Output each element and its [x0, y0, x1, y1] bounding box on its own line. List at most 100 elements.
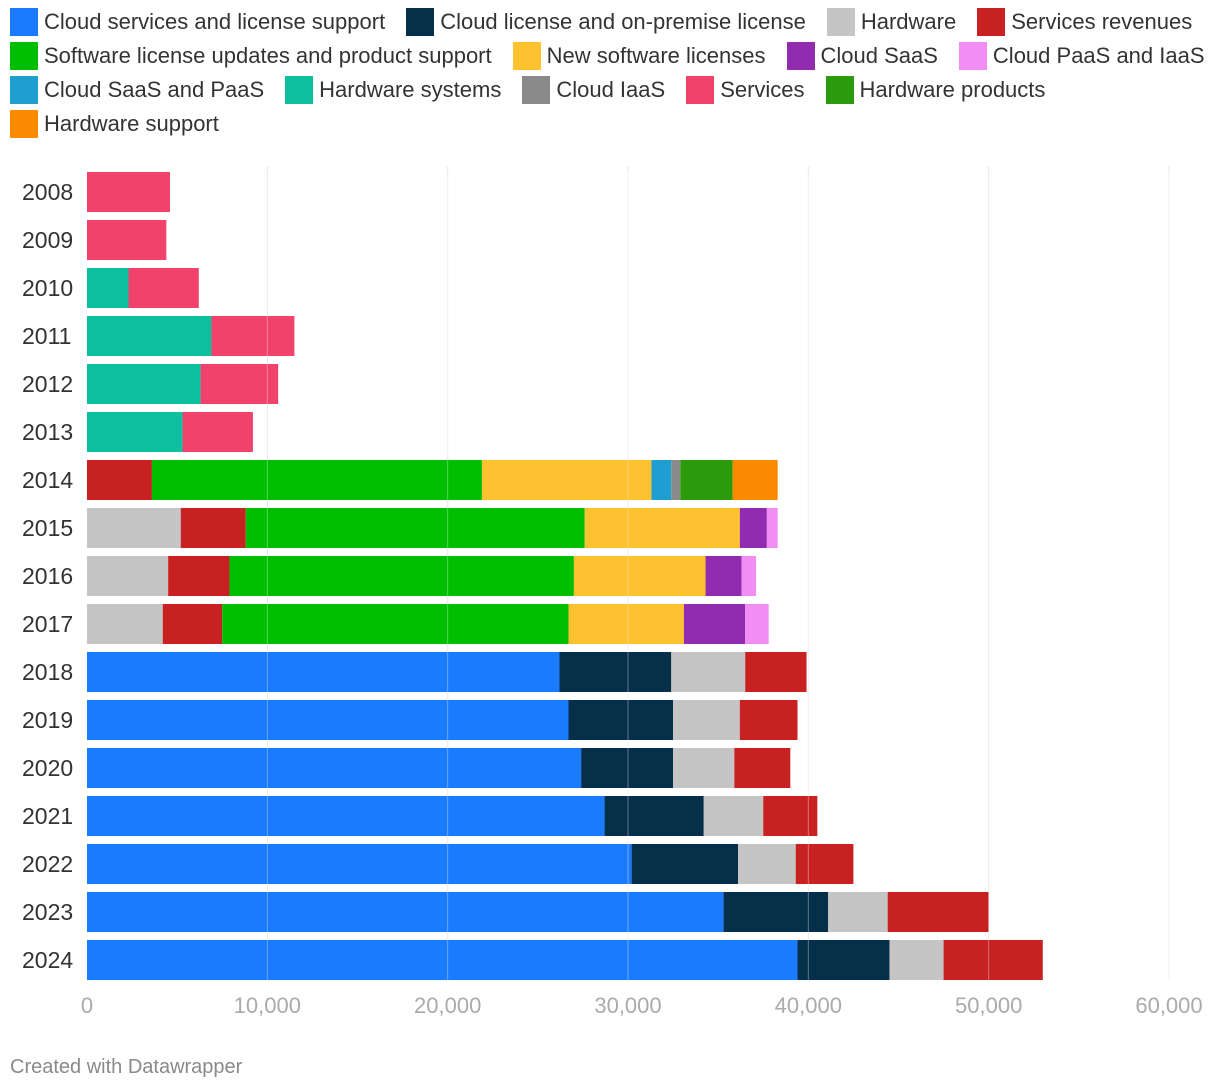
bar-segment-2016-services-revenues [168, 556, 230, 596]
bar-segment-2019-cloud-license-and-on-premise-license [568, 700, 674, 740]
legend-label: Cloud SaaS [820, 43, 938, 68]
legend-item-hardware-products: Hardware products [825, 76, 1045, 104]
x-tick-label: 50,000 [955, 993, 1022, 1018]
bar-segment-2022-hardware [738, 844, 796, 884]
category-label-2017: 2017 [22, 611, 73, 637]
legend-label: Hardware systems [319, 77, 502, 102]
bar-segment-2017-cloud-saas [683, 604, 746, 644]
legend-swatch [786, 42, 815, 70]
bar-segment-2022-cloud-license-and-on-premise-license [631, 844, 739, 884]
category-label-2015: 2015 [22, 515, 73, 541]
bar-segment-2020-cloud-services-and-license-support [87, 748, 582, 788]
legend-item-services-revenues: Services revenues [977, 8, 1192, 36]
legend-label: Hardware [860, 9, 957, 34]
legend-item-cloud-services-and-license-support: Cloud services and license support [10, 8, 385, 36]
x-tick-label: 10,000 [234, 993, 301, 1018]
bar-segment-2022-services-revenues [795, 844, 854, 884]
grid-overlay [266, 172, 1170, 980]
bar-segment-2017-hardware [87, 604, 163, 644]
legend-item-cloud-iaas: Cloud IaaS [522, 76, 665, 104]
legend-item-hardware-support: Hardware support [10, 110, 219, 138]
bar-segment-2014-hardware-support [732, 460, 778, 500]
bar-segment-2020-hardware [673, 748, 735, 788]
legend-label: Cloud SaaS and PaaS [44, 77, 265, 102]
category-label-2011: 2011 [22, 323, 71, 349]
bar-segment-2019-hardware [673, 700, 740, 740]
bar-segment-2013-hardware-systems [87, 412, 183, 452]
bar-segment-2024-hardware [889, 940, 944, 980]
legend-swatch [406, 8, 435, 36]
bar-segment-2024-cloud-services-and-license-support [87, 940, 798, 980]
bar-segment-2010-services [128, 268, 199, 308]
bar-segment-2017-services-revenues [162, 604, 223, 644]
category-label-2024: 2024 [22, 947, 73, 973]
legend-label: Hardware support [44, 111, 219, 136]
x-tick-label: 60,000 [1135, 993, 1202, 1018]
bar-segment-2023-hardware [828, 892, 888, 932]
legend-swatch [285, 76, 314, 104]
legend-item-new-software-licenses: New software licenses [512, 42, 766, 70]
bar-segment-2012-hardware-systems [87, 364, 201, 404]
category-label-2009: 2009 [22, 227, 73, 253]
bar-segment-2010-hardware-systems [87, 268, 129, 308]
bar-segment-2023-cloud-license-and-on-premise-license [723, 892, 829, 932]
bar-segment-2016-cloud-paas-and-iaas [741, 556, 757, 596]
bar-segment-2014-software-license-updates-and-product-support [151, 460, 482, 500]
bar-segment-2020-cloud-license-and-on-premise-license [581, 748, 674, 788]
bar-segment-2014-cloud-saas-and-paas [651, 460, 672, 500]
bar-segment-2023-cloud-services-and-license-support [87, 892, 724, 932]
bar-segment-2018-cloud-license-and-on-premise-license [559, 652, 672, 692]
bar-segment-2009-services [87, 220, 167, 260]
category-label-2019: 2019 [22, 707, 73, 733]
legend-swatch [10, 8, 38, 36]
legend-item-hardware-systems: Hardware systems [285, 76, 501, 104]
legend-item-services: Services [686, 76, 805, 104]
bar-segment-2021-cloud-services-and-license-support [87, 796, 605, 836]
legend-swatch [826, 8, 855, 36]
bar-segment-2015-hardware [87, 508, 181, 548]
bar-segment-2016-hardware [87, 556, 169, 596]
legend-label: Services revenues [1011, 9, 1193, 34]
bar-segment-2012-services [200, 364, 279, 404]
bar-segment-2016-new-software-licenses [573, 556, 706, 596]
legend-item-cloud-license-and-on-premise-license: Cloud license and on-premise license [406, 8, 806, 36]
bar-segment-2011-services [211, 316, 295, 356]
bar-segment-2021-hardware [703, 796, 764, 836]
legend-swatch [10, 110, 38, 138]
category-label-2023: 2023 [22, 899, 73, 925]
legend-swatch [958, 42, 987, 70]
legend-swatch [686, 76, 715, 104]
credit-text: Created with Datawrapper [10, 1056, 243, 1078]
bar-segment-2017-new-software-licenses [568, 604, 684, 644]
chart-legend: Cloud services and license support Cloud … [10, 8, 1210, 138]
bar-segment-2018-hardware [671, 652, 746, 692]
bar-segment-2021-cloud-license-and-on-premise-license [604, 796, 704, 836]
bar-segment-2022-cloud-services-and-license-support [87, 844, 632, 884]
bar-segment-2020-services-revenues [734, 748, 791, 788]
bar-segment-2017-cloud-paas-and-iaas [745, 604, 769, 644]
legend-swatch [512, 42, 541, 70]
x-tick-label: 0 [81, 993, 93, 1018]
legend-label: Cloud license and on-premise license [440, 9, 806, 34]
legend-item-cloud-saas: Cloud SaaS [786, 42, 938, 70]
bar-segment-2008-services [87, 172, 170, 212]
category-label-2021: 2021 [22, 803, 73, 829]
legend-label: Cloud services and license support [44, 9, 386, 34]
bar-segment-2024-services-revenues [943, 940, 1043, 980]
legend-item-software-license-updates-and-product-support: Software license updates and product sup… [10, 42, 492, 70]
category-label-2012: 2012 [22, 371, 73, 397]
x-tick-label: 30,000 [594, 993, 661, 1018]
category-label-2020: 2020 [22, 755, 73, 781]
bar-segment-2014-services-revenues [87, 460, 152, 500]
category-label-2018: 2018 [22, 659, 73, 685]
category-label-2013: 2013 [22, 419, 73, 445]
x-tick-label: 20,000 [414, 993, 481, 1018]
legend-swatch [10, 42, 38, 70]
bar-segment-2015-cloud-paas-and-iaas [766, 508, 778, 548]
bar-segment-2016-software-license-updates-and-product-support [229, 556, 574, 596]
bar-segment-2013-services [182, 412, 253, 452]
bar-segment-2015-cloud-saas [739, 508, 767, 548]
legend-item-hardware: Hardware [826, 8, 957, 36]
category-labels: 2008 2009 2010 2011 2012 2013 2014 2015 2016 2017… [22, 179, 73, 973]
category-label-2022: 2022 [22, 851, 73, 877]
